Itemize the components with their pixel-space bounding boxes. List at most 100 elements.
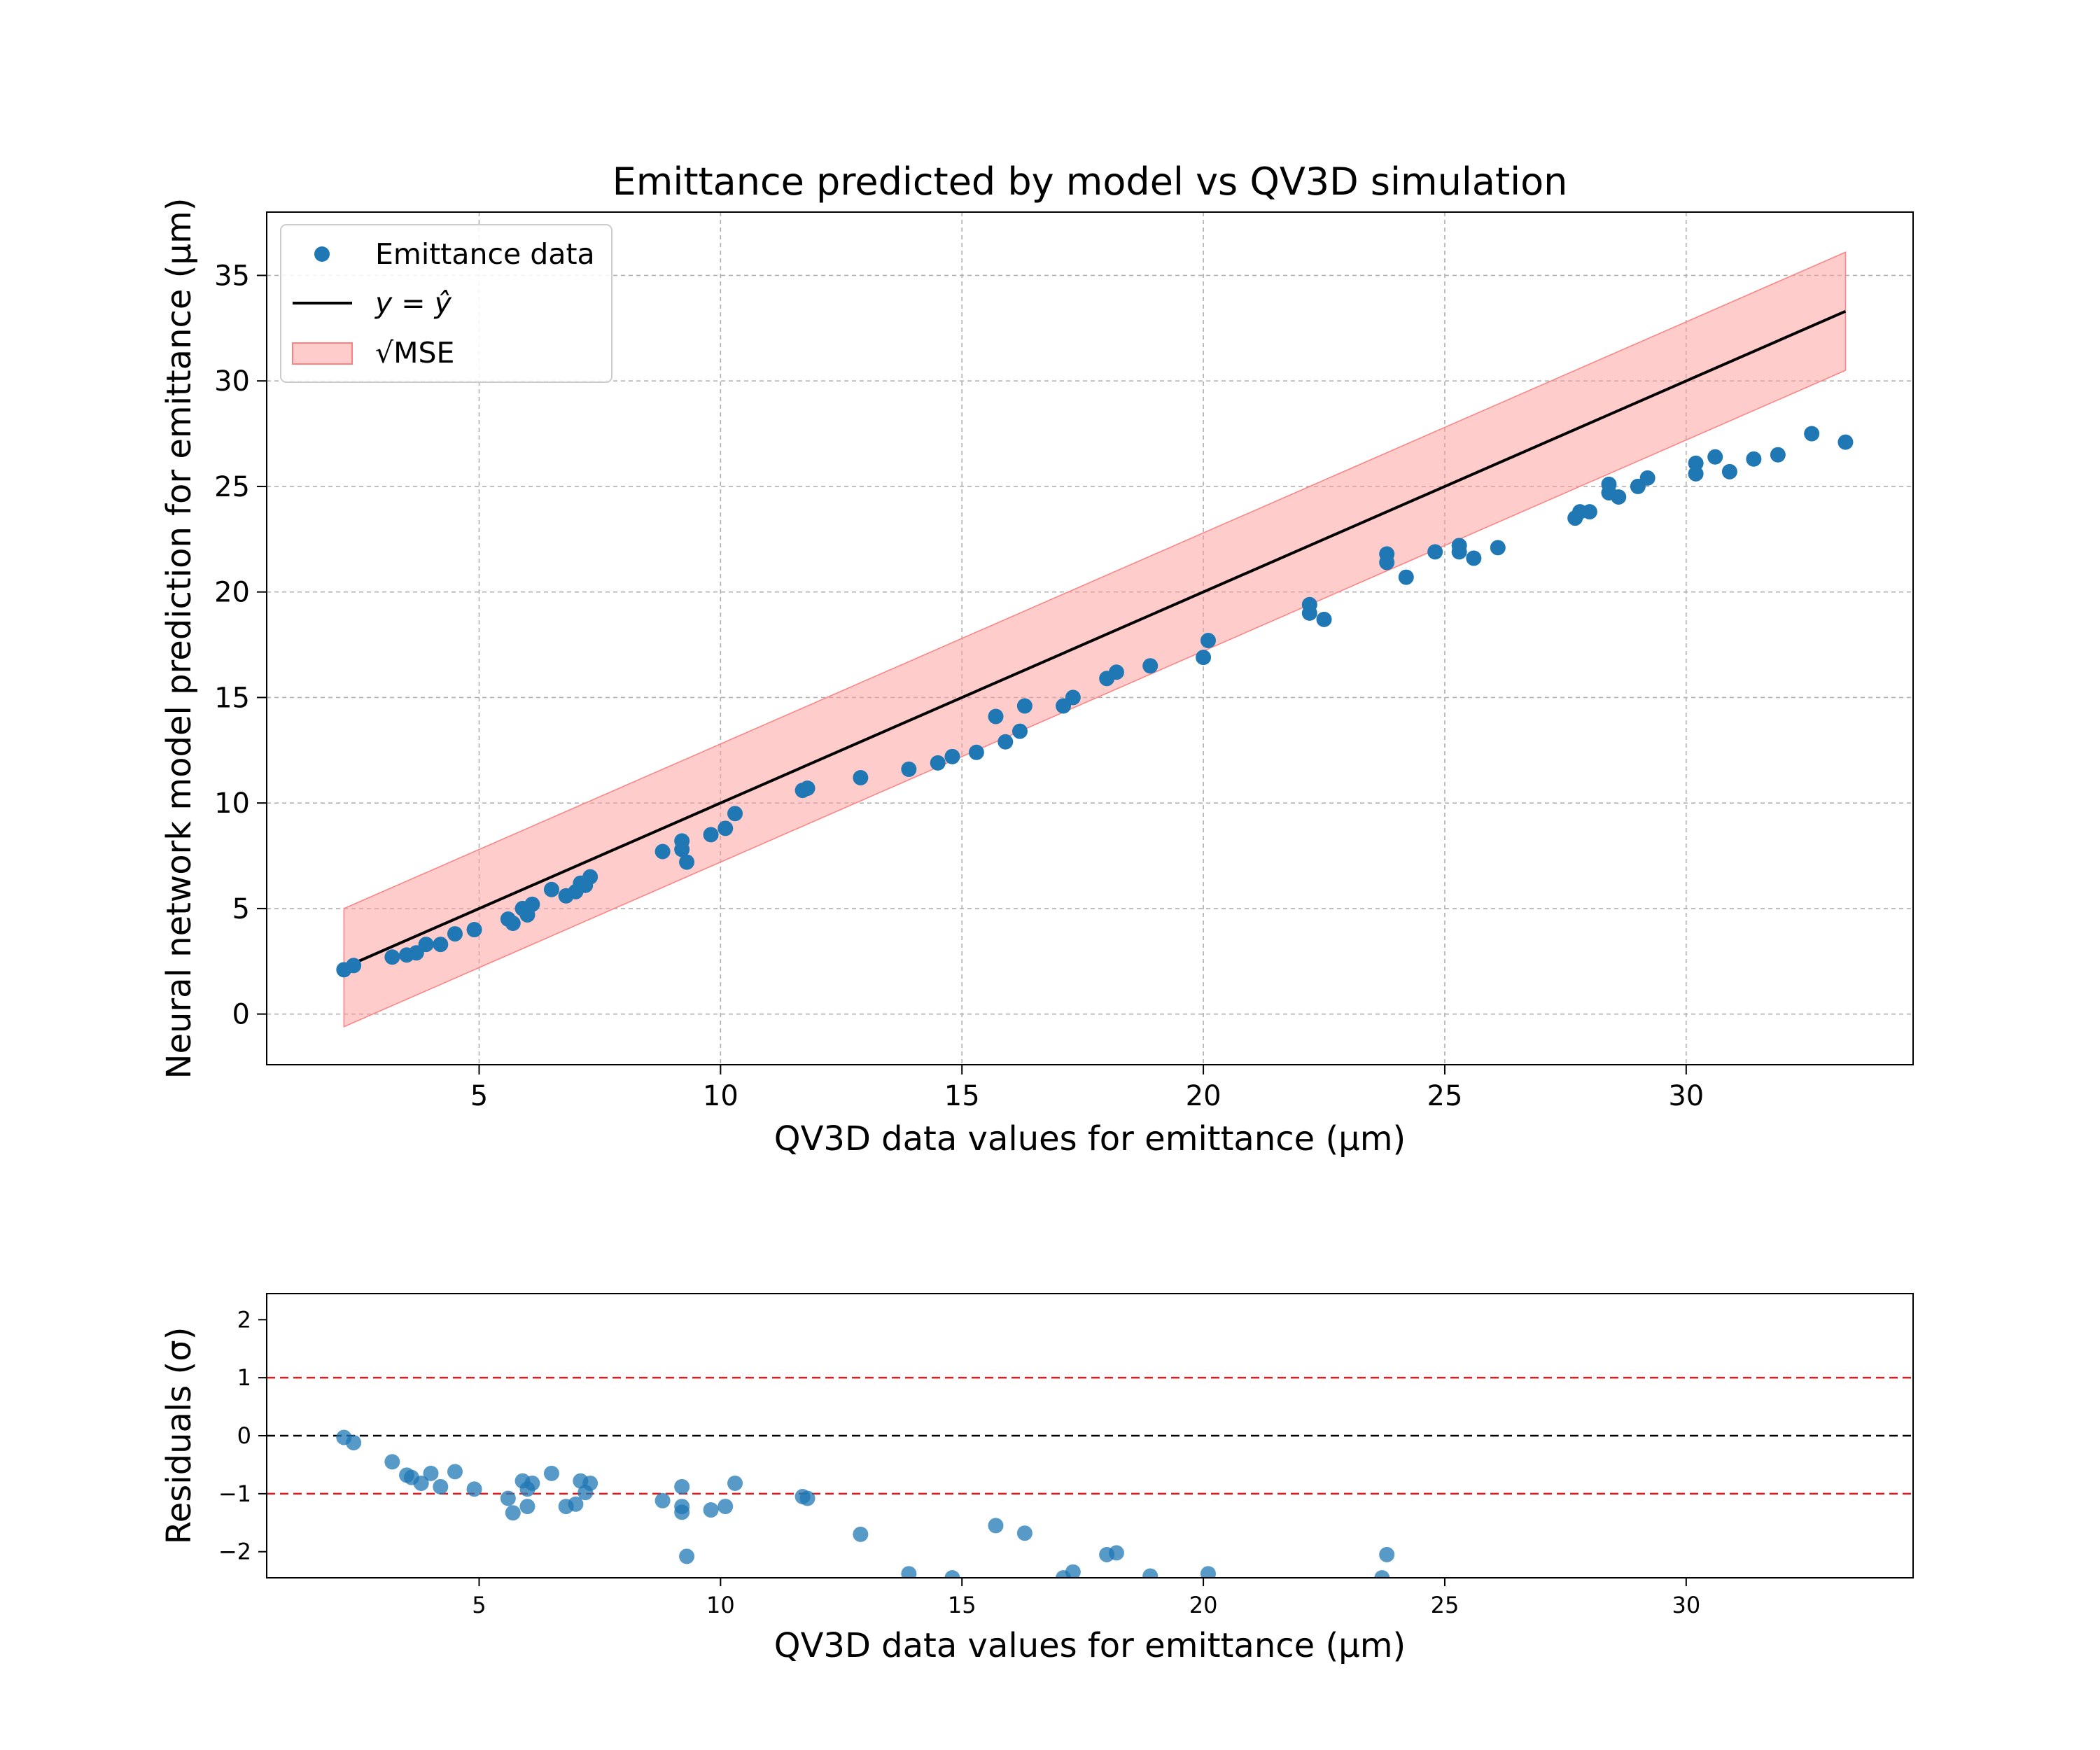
data-point: [1301, 605, 1317, 621]
x-tick-label: 5: [472, 1592, 486, 1618]
data-point: [418, 937, 434, 953]
data-point: [1427, 544, 1443, 560]
main-scatter-panel: Emittance predicted by model vs QV3D sim…: [160, 160, 1914, 1158]
y-tick-label: 10: [214, 788, 250, 820]
residual-point: [423, 1465, 439, 1481]
legend-label-emittance: Emittance data: [375, 237, 595, 271]
data-point: [505, 916, 521, 932]
residual-point: [674, 1504, 690, 1520]
residual-point: [1142, 1568, 1158, 1578]
data-point: [1316, 611, 1332, 627]
data-point: [703, 827, 719, 843]
emittance-data-points: [336, 426, 1854, 978]
data-point: [384, 949, 400, 965]
y-tick-label: 15: [214, 682, 250, 714]
data-point: [1065, 690, 1081, 706]
y-tick-label: 35: [214, 260, 250, 292]
data-point: [346, 958, 362, 974]
x-tick-label: 25: [1427, 1080, 1463, 1112]
data-point: [1196, 650, 1212, 666]
data-point: [1011, 723, 1028, 739]
residual-point: [413, 1475, 429, 1491]
y-tick-label: −2: [218, 1539, 251, 1565]
data-point: [1601, 476, 1617, 492]
x-axis-ticks: 5 10 15 20 25 30: [470, 1065, 1704, 1112]
data-point: [679, 854, 695, 870]
y-tick-label: 0: [232, 999, 250, 1031]
data-point: [1688, 455, 1704, 471]
residual-point: [727, 1475, 743, 1491]
data-point: [1200, 633, 1216, 649]
residual-point: [519, 1499, 536, 1515]
x-tick-label: 30: [1672, 1592, 1700, 1618]
residual-point: [568, 1496, 584, 1512]
data-point: [654, 844, 671, 860]
data-point: [1016, 698, 1032, 714]
residual-point: [543, 1465, 559, 1481]
data-point: [1746, 451, 1762, 467]
residual-point: [505, 1505, 521, 1521]
residual-point: [447, 1464, 463, 1480]
residual-point: [718, 1499, 734, 1515]
data-point: [674, 841, 690, 858]
residual-point: [1374, 1570, 1390, 1578]
data-point: [1581, 504, 1597, 520]
identity-line: [343, 309, 1847, 969]
legend-box: [280, 224, 612, 383]
y-tick-label: 30: [214, 365, 250, 398]
residual-point: [654, 1492, 671, 1508]
residual-point: [346, 1434, 362, 1450]
data-point: [988, 708, 1004, 724]
x-axis-label: QV3D data values for emittance (μm): [774, 1119, 1406, 1158]
data-point: [901, 761, 917, 777]
residual-x-axis-ticks: 5 10 15 20 25 30: [472, 1578, 1700, 1618]
data-point: [968, 744, 984, 760]
data-point: [1451, 544, 1467, 560]
y-tick-label: 1: [237, 1364, 251, 1391]
data-point: [1142, 658, 1158, 674]
data-point: [1770, 447, 1786, 463]
x-tick-label: 20: [1189, 1592, 1218, 1618]
residual-point: [944, 1570, 960, 1578]
data-point: [1804, 426, 1820, 442]
data-point: [1707, 449, 1723, 465]
residual-point: [1200, 1566, 1216, 1578]
data-point: [524, 896, 540, 912]
data-point: [930, 755, 946, 771]
data-point: [727, 806, 743, 822]
legend-label-identity: y = ŷ: [374, 286, 452, 320]
y-tick-label: 20: [214, 577, 250, 609]
residual-point: [433, 1478, 449, 1494]
y-axis-label: Neural network model prediction for emit…: [160, 198, 199, 1079]
residual-point: [853, 1526, 869, 1542]
residual-y-axis-ticks: −2 −1 0 1 2: [218, 1306, 267, 1565]
residual-point: [1016, 1525, 1032, 1541]
residual-point: [1379, 1546, 1395, 1562]
residual-x-axis-label: QV3D data values for emittance (μm): [774, 1626, 1406, 1665]
x-tick-label: 15: [948, 1592, 976, 1618]
data-point: [1611, 489, 1627, 505]
y-tick-label: 5: [232, 893, 250, 925]
x-tick-label: 10: [703, 1080, 738, 1112]
y-tick-label: 0: [237, 1422, 251, 1449]
legend-label-band: √MSE: [375, 336, 454, 370]
residual-point: [901, 1566, 917, 1578]
data-point: [433, 937, 449, 953]
residual-point: [384, 1454, 400, 1470]
x-tick-label: 25: [1431, 1592, 1460, 1618]
residual-point: [988, 1518, 1004, 1534]
residual-point: [582, 1475, 598, 1491]
y-tick-label: 25: [214, 471, 250, 503]
x-tick-label: 5: [470, 1080, 488, 1112]
y-tick-label: 2: [237, 1306, 251, 1333]
data-point: [853, 769, 869, 785]
residual-point: [1065, 1564, 1081, 1578]
x-tick-label: 15: [944, 1080, 980, 1112]
data-point: [1490, 540, 1506, 556]
residual-point: [703, 1502, 719, 1518]
residual-y-axis-label: Residuals (σ): [160, 1327, 199, 1545]
data-point: [1688, 465, 1704, 482]
x-tick-label: 20: [1186, 1080, 1222, 1112]
data-point: [1398, 569, 1414, 585]
